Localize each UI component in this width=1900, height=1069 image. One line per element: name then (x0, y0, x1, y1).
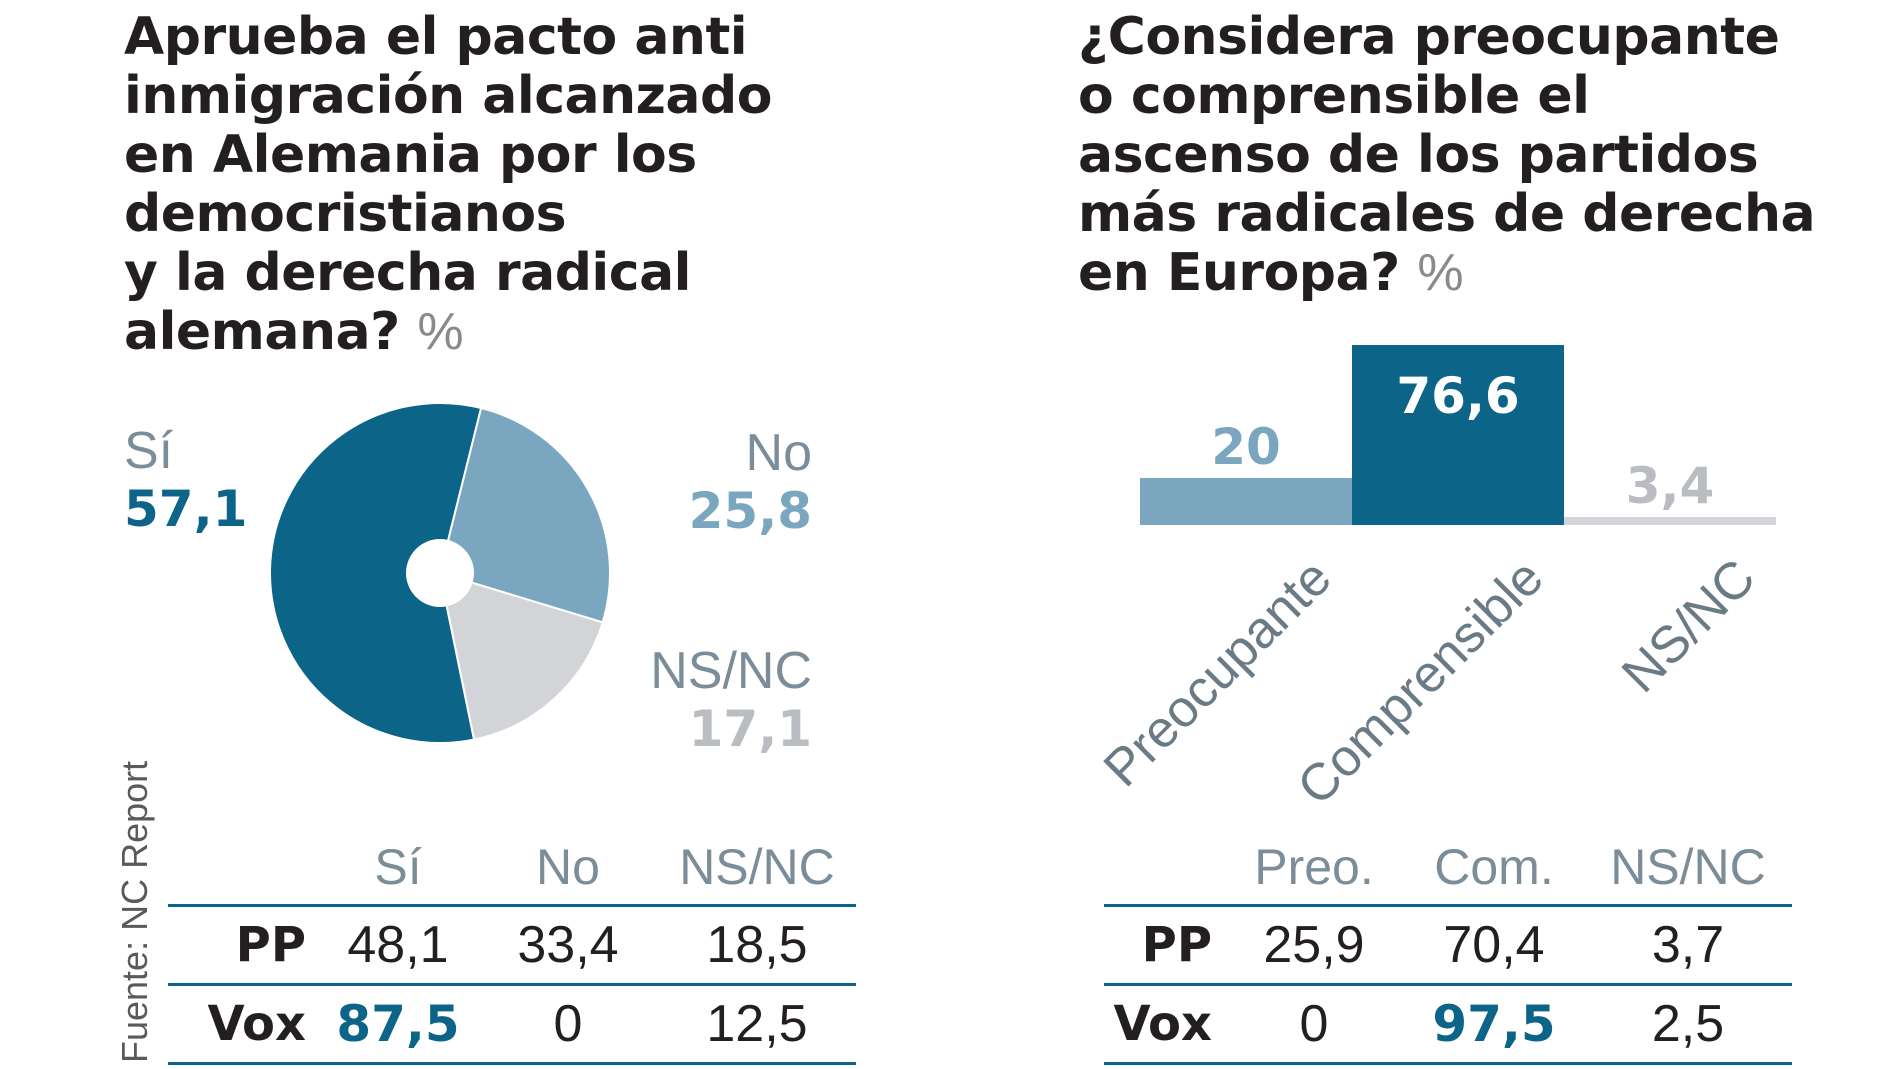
pie-slice-si (269, 402, 483, 744)
bar-value-label: 20 (1211, 418, 1281, 476)
right-unit: % (1417, 244, 1464, 302)
pie-label-si: Sí 57,1 (124, 422, 247, 538)
left-title-line: en Alemania por los (124, 125, 697, 185)
table-row: PP 25,9 70,4 3,7 (1104, 904, 1792, 985)
table-header-row: Sí No NS/NC (168, 830, 856, 906)
right-chart-title: ¿Considera preocupante o comprensible el… (1078, 7, 1816, 303)
left-title-line: Aprueba el pacto anti (124, 7, 748, 67)
pie-slice-value: 57,1 (124, 480, 248, 538)
table-header (168, 830, 318, 906)
table-header: Com. (1434, 839, 1554, 895)
right-title-line: ¿Considera preocupante (1078, 7, 1780, 67)
party-name: Vox (168, 983, 318, 1065)
left-chart-title: Aprueba el pacto anti inmigración alcanz… (124, 8, 772, 362)
pie-slice-value: 25,8 (688, 482, 812, 540)
pie-slice-label: Sí (124, 422, 174, 480)
left-unit: % (417, 303, 464, 361)
right-party-table: Preo. Com. NS/NC PP 25,9 70,4 3,7 Vox 0 … (1104, 830, 1792, 1065)
pie-slices (269, 402, 611, 744)
bar-category-label: NS/NC (1611, 548, 1766, 703)
table-row: PP 48,1 33,4 18,5 (168, 904, 856, 985)
table-header: No (536, 839, 600, 895)
bar-value-label: 3,4 (1626, 457, 1715, 515)
bar-value-label: 76,6 (1396, 367, 1519, 425)
pie-label-no: No 25,8 (689, 424, 812, 540)
right-title-line: en Europa? (1078, 243, 1400, 303)
table-cell: 3,7 (1584, 904, 1792, 985)
right-title-line: o comprensible el (1078, 66, 1590, 126)
left-title-line: inmigración alcanzado (124, 66, 772, 126)
left-party-table: Sí No NS/NC PP 48,1 33,4 18,5 Vox 87,5 0… (168, 830, 856, 1065)
table-row: Vox 87,5 0 12,5 (168, 983, 856, 1065)
table-header: Preo. (1254, 839, 1374, 895)
party-name: PP (168, 904, 318, 985)
table-header: Sí (374, 839, 422, 895)
pie-slice-nsnc (438, 571, 604, 741)
table-cell: 33,4 (478, 904, 658, 985)
bar-preocupante (1140, 478, 1352, 525)
table-cell: 12,5 (658, 983, 856, 1065)
table-cell: 18,5 (658, 904, 856, 985)
table-cell: 25,9 (1224, 904, 1404, 985)
pie-chart (269, 402, 611, 744)
party-name: PP (1104, 904, 1224, 985)
pie-label-nsnc: NS/NC 17,1 (650, 642, 812, 758)
bar-comprensible (1352, 345, 1564, 525)
pie-slice-label: No (745, 424, 812, 482)
left-title-line: democristianos (124, 184, 567, 244)
source-note: Fuente: NC Report (114, 760, 155, 1063)
right-title-line: más radicales de derecha (1078, 184, 1816, 244)
table-cell: 48,1 (318, 904, 478, 985)
table-header-row: Preo. Com. NS/NC (1104, 830, 1792, 906)
bar-nsnc (1564, 517, 1776, 525)
pie-slice-label: NS/NC (650, 642, 812, 700)
left-title-line: y la derecha radical (124, 243, 691, 303)
table-header: NS/NC (679, 839, 835, 895)
table-cell: 0 (1224, 983, 1404, 1065)
left-title-line: alemana? (124, 302, 400, 362)
table-cell: 2,5 (1584, 983, 1792, 1065)
table-cell-highlight: 87,5 (318, 983, 478, 1065)
pie-slice-value: 17,1 (688, 700, 812, 758)
table-row: Vox 0 97,5 2,5 (1104, 983, 1792, 1065)
table-cell: 0 (478, 983, 658, 1065)
table-header: NS/NC (1610, 839, 1766, 895)
table-cell: 70,4 (1404, 904, 1584, 985)
right-title-line: ascenso de los partidos (1078, 125, 1759, 185)
party-name: Vox (1104, 983, 1224, 1065)
pie-slice-no (438, 406, 611, 624)
table-cell-highlight: 97,5 (1404, 983, 1584, 1065)
pie-center-hole (406, 539, 474, 607)
table-header (1104, 830, 1224, 906)
